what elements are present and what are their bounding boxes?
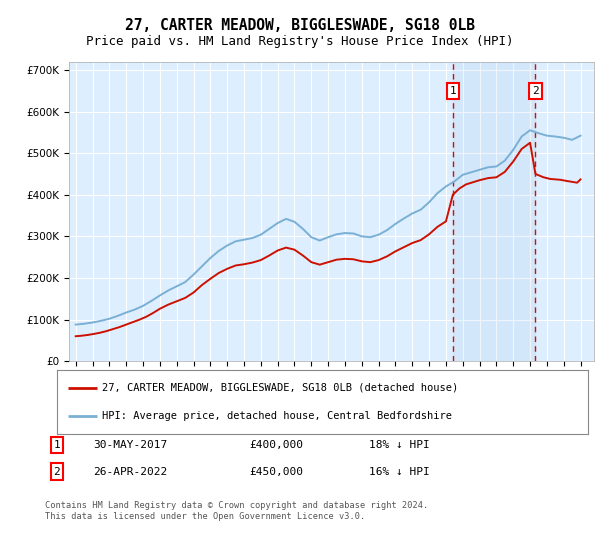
Text: 2: 2 [532, 86, 539, 96]
Text: 27, CARTER MEADOW, BIGGLESWADE, SG18 0LB (detached house): 27, CARTER MEADOW, BIGGLESWADE, SG18 0LB… [102, 382, 458, 393]
Text: 30-MAY-2017: 30-MAY-2017 [93, 440, 167, 450]
Text: Price paid vs. HM Land Registry's House Price Index (HPI): Price paid vs. HM Land Registry's House … [86, 35, 514, 49]
Text: 18% ↓ HPI: 18% ↓ HPI [369, 440, 430, 450]
Text: 26-APR-2022: 26-APR-2022 [93, 466, 167, 477]
Text: £400,000: £400,000 [249, 440, 303, 450]
Text: 16% ↓ HPI: 16% ↓ HPI [369, 466, 430, 477]
Text: Contains HM Land Registry data © Crown copyright and database right 2024.
This d: Contains HM Land Registry data © Crown c… [45, 501, 428, 521]
Text: 1: 1 [449, 86, 456, 96]
Text: HPI: Average price, detached house, Central Bedfordshire: HPI: Average price, detached house, Cent… [102, 411, 452, 421]
Bar [453, 62, 535, 361]
Text: £450,000: £450,000 [249, 466, 303, 477]
Text: 2: 2 [53, 466, 61, 477]
Text: 1: 1 [53, 440, 61, 450]
Text: 27, CARTER MEADOW, BIGGLESWADE, SG18 0LB: 27, CARTER MEADOW, BIGGLESWADE, SG18 0LB [125, 18, 475, 32]
